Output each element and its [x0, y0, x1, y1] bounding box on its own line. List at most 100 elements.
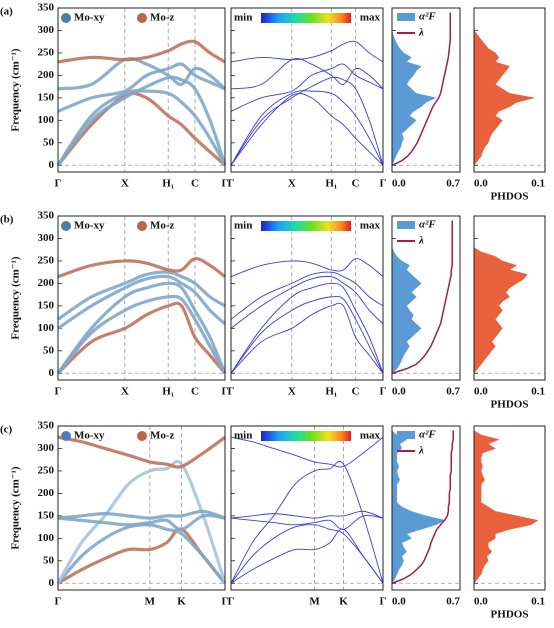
legend-label: α²F [419, 219, 436, 231]
phdos-area [473, 220, 528, 374]
y-tick-label: 100 [38, 114, 55, 126]
a2f-area [391, 220, 422, 374]
y-tick-label: 50 [43, 136, 55, 148]
k-tick-label: Γ [55, 596, 62, 608]
x-tick-label: 0.0 [392, 386, 406, 398]
band [230, 40, 384, 63]
colorbar-min: min [234, 430, 252, 442]
band [230, 295, 384, 374]
lambda-line [391, 220, 453, 374]
x-tick-label: 0.7 [446, 178, 460, 190]
legend-marker [137, 221, 147, 231]
y-tick-label: 300 [38, 442, 55, 454]
k-tick-label: Γ [228, 386, 235, 398]
k-tick-label: C [352, 386, 360, 398]
legend-marker [137, 431, 147, 441]
k-tick-label: K [339, 596, 348, 608]
a2f-area [391, 12, 437, 166]
projected-band [57, 39, 226, 64]
band [230, 76, 384, 166]
panel-frame [57, 215, 226, 381]
y-tick-label: 0 [49, 159, 55, 171]
y-tick-label: 350 [38, 2, 55, 14]
phdos-area [473, 12, 535, 166]
k-tick-label: Γ [55, 178, 62, 190]
band [230, 436, 384, 468]
k-tick-label: Γ [380, 596, 387, 608]
band [230, 275, 384, 329]
y-tick-label: 200 [38, 277, 55, 289]
projected-band [57, 509, 226, 520]
k-tick-label: X [288, 178, 296, 190]
y-tick-label: 0 [49, 577, 55, 589]
colorbar-max: max [360, 220, 381, 232]
panel-frame [473, 7, 546, 173]
k-tick-label: H₁ [162, 386, 174, 398]
band [230, 460, 384, 584]
band [230, 514, 384, 530]
y-tick-label: 50 [43, 554, 55, 566]
x-tick-label: 0.1 [531, 596, 545, 608]
projected-band [57, 257, 226, 279]
k-tick-label: X [288, 386, 296, 398]
panel-frame [57, 425, 226, 591]
panel-frame [230, 7, 384, 173]
legend-label: Mo-z [150, 220, 175, 232]
panel-label: (a) [0, 6, 13, 18]
k-tick-label: C [191, 386, 199, 398]
band [230, 528, 384, 584]
k-tick-label: Γ [380, 386, 387, 398]
band [230, 282, 384, 374]
panel-label: (b) [0, 214, 14, 226]
k-tick-label: M [145, 596, 156, 608]
projected-band [56, 281, 227, 375]
legend-marker [61, 221, 71, 231]
projected-band [56, 294, 227, 375]
legend-label: Mo-xy [74, 12, 105, 24]
panel-frame [473, 215, 546, 381]
x-tick-label: 0.1 [531, 178, 545, 190]
y-tick-label: 200 [38, 487, 55, 499]
k-tick-label: Γ [228, 178, 235, 190]
y-tick-label: 300 [38, 24, 55, 36]
x-tick-label: 0.0 [474, 386, 488, 398]
y-tick-label: 200 [38, 69, 55, 81]
y-axis-label: Frequency (cm⁻¹) [10, 48, 22, 131]
k-tick-label: C [191, 178, 199, 190]
k-tick-label: Γ [380, 178, 387, 190]
k-tick-label: H₁ [325, 178, 337, 190]
band [230, 510, 384, 519]
panel-frame [391, 215, 461, 381]
x-tick-label: 0.0 [392, 178, 406, 190]
lambda-line [391, 12, 452, 166]
colorbar [261, 13, 351, 23]
panel-frame [391, 425, 461, 591]
x-tick-label: 0.7 [446, 386, 460, 398]
colorbar-min: min [234, 220, 252, 232]
k-tick-label: X [121, 178, 129, 190]
legend-label: Mo-xy [74, 220, 105, 232]
k-tick-label: H₁ [162, 178, 174, 190]
y-tick-label: 150 [38, 509, 55, 521]
band [230, 93, 384, 166]
band [230, 58, 384, 90]
projected-band [56, 523, 227, 585]
x-tick-label: 0.0 [392, 596, 406, 608]
legend-marker [137, 13, 147, 23]
x-axis-label: PHDOS [491, 399, 529, 411]
legend-swatch [397, 13, 415, 21]
phdos-area [473, 430, 539, 584]
projected-band [57, 62, 226, 113]
colorbar-min: min [234, 12, 252, 24]
k-tick-label: Γ [228, 596, 235, 608]
projected-band [56, 89, 227, 167]
x-tick-label: 0.7 [446, 596, 460, 608]
x-axis-label: PHDOS [491, 609, 529, 621]
panel-label: (c) [0, 424, 13, 436]
y-tick-label: 0 [49, 367, 55, 379]
x-tick-label: 0.0 [474, 178, 488, 190]
k-tick-label: Γ [222, 596, 229, 608]
k-tick-label: C [352, 178, 360, 190]
k-tick-label: M [309, 596, 320, 608]
